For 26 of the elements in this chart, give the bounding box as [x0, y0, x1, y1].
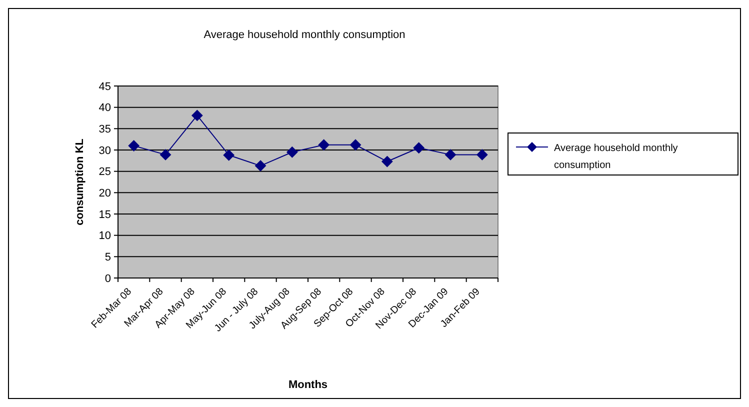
point — [476, 149, 488, 160]
point — [318, 139, 330, 150]
point — [223, 150, 234, 161]
y-tick-label: 45 — [98, 80, 111, 93]
point — [286, 146, 298, 158]
y-tick-label: 35 — [98, 124, 111, 136]
y-tick-label: 0 — [104, 272, 111, 285]
y-tick-label: 10 — [98, 230, 111, 242]
point — [128, 140, 140, 152]
y-tick-label: 30 — [98, 144, 111, 157]
point — [350, 139, 361, 150]
y-tick-label: 15 — [98, 208, 111, 221]
legend-label: Average household monthly consumption — [554, 143, 678, 171]
y-axis-title: consumption KL — [74, 138, 86, 226]
x-axis-title: Months — [288, 379, 328, 391]
chart-title: Average household monthly consumption — [204, 29, 406, 41]
point — [160, 149, 171, 160]
y-tick-label: 5 — [104, 252, 111, 264]
y-tick-label: 40 — [98, 102, 111, 114]
point — [413, 142, 424, 154]
point — [445, 149, 456, 160]
y-tick-label: 25 — [98, 166, 111, 178]
y-tick-label: 20 — [98, 188, 111, 200]
point — [192, 110, 203, 121]
point — [382, 156, 393, 168]
point — [255, 160, 266, 172]
